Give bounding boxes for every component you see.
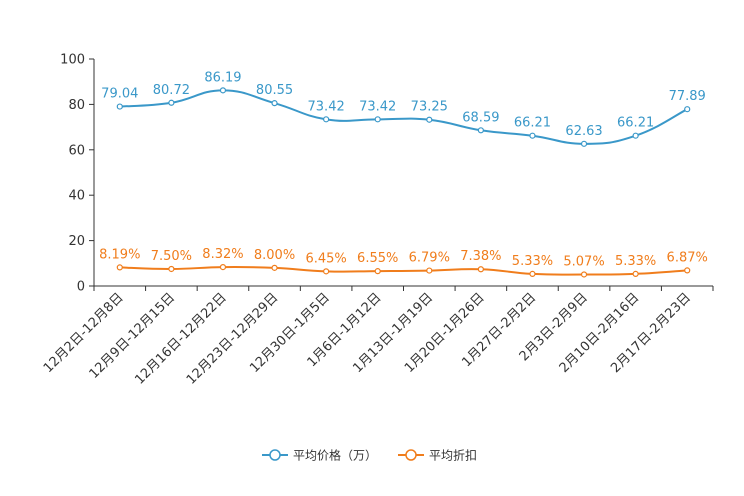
- y-tick-label: 100: [60, 53, 85, 68]
- data-label: 80.72: [153, 83, 190, 98]
- x-axis: 12月2日-12月8日12月9日-12月15日12月16日-12月22日12月2…: [41, 285, 714, 388]
- legend-item[interactable]: 平均价格（万）: [262, 448, 377, 463]
- x-tick-label: 12月16日-12月22日: [132, 290, 229, 387]
- y-tick-label: 60: [68, 143, 85, 158]
- data-label: 73.42: [359, 99, 396, 114]
- data-point[interactable]: [580, 140, 588, 147]
- data-point[interactable]: [477, 127, 484, 134]
- data-label: 5.07%: [563, 254, 604, 269]
- series-layer: 79.04 80.72 86.19 80.55 73.42 73.42 73.25 68.59…: [99, 70, 708, 278]
- legend: 平均价格（万） 平均折扣: [262, 448, 477, 463]
- y-tick-label: 80: [68, 98, 85, 113]
- data-point[interactable]: [323, 268, 330, 275]
- series-line: [119, 265, 688, 276]
- legend-label: 平均价格（万）: [293, 448, 377, 463]
- legend-label: 平均折扣: [429, 448, 477, 463]
- data-point[interactable]: [426, 267, 433, 274]
- y-tick-label: 40: [68, 189, 85, 204]
- data-label: 73.42: [308, 99, 345, 114]
- series-0: 79.04 80.72 86.19 80.55 73.42 73.42 73.25 68.59…: [101, 70, 706, 147]
- y-axis: 0 20 40 60 80 100: [60, 53, 95, 295]
- data-point[interactable]: [219, 264, 227, 271]
- data-point[interactable]: [580, 271, 588, 278]
- data-label: 6.45%: [305, 251, 346, 266]
- data-label: 6.55%: [357, 251, 398, 266]
- data-point[interactable]: [116, 264, 123, 271]
- data-point[interactable]: [168, 99, 175, 106]
- data-label: 80.55: [256, 83, 293, 98]
- x-tick-label: 12月9日-12月15日: [87, 290, 179, 382]
- data-label: 8.19%: [99, 247, 140, 262]
- x-tick-label: 12月23日-12月29日: [184, 290, 281, 387]
- data-point[interactable]: [632, 132, 639, 139]
- data-point[interactable]: [219, 87, 227, 94]
- data-point[interactable]: [271, 100, 278, 107]
- data-label: 7.38%: [460, 249, 501, 264]
- data-label: 8.32%: [202, 247, 243, 262]
- data-label: 62.63: [565, 124, 602, 139]
- legend-item[interactable]: 平均折扣: [398, 448, 477, 463]
- data-point[interactable]: [323, 116, 330, 123]
- data-point[interactable]: [116, 103, 123, 110]
- data-label: 68.59: [462, 110, 499, 125]
- series-line: [119, 89, 688, 145]
- y-tick-label: 20: [68, 234, 85, 249]
- data-point[interactable]: [529, 270, 536, 278]
- data-label: 6.79%: [409, 251, 450, 266]
- data-label: 66.21: [617, 116, 654, 131]
- series-1: 8.19% 7.50% 8.32% 8.00% 6.45% 6.55% 6.79% 7.38%…: [99, 247, 708, 278]
- y-tick-label: 0: [77, 280, 85, 295]
- data-label: 8.00%: [254, 248, 295, 263]
- data-point[interactable]: [684, 106, 691, 113]
- data-label: 5.33%: [615, 254, 656, 269]
- data-label: 5.33%: [512, 254, 553, 269]
- data-point[interactable]: [271, 264, 278, 271]
- data-label: 86.19: [204, 70, 241, 85]
- legend-marker: [269, 449, 281, 461]
- data-point[interactable]: [684, 267, 691, 274]
- data-point[interactable]: [426, 116, 433, 123]
- data-point[interactable]: [374, 268, 381, 275]
- data-label: 77.89: [669, 89, 706, 104]
- data-label: 73.25: [411, 100, 448, 115]
- data-label: 66.21: [514, 116, 551, 131]
- data-point[interactable]: [374, 116, 381, 123]
- legend-marker: [405, 449, 417, 461]
- data-point[interactable]: [632, 270, 639, 278]
- data-label: 6.87%: [667, 250, 708, 265]
- data-label: 7.50%: [151, 249, 192, 264]
- data-label: 79.04: [101, 87, 138, 102]
- data-point[interactable]: [168, 265, 175, 273]
- data-point[interactable]: [477, 266, 484, 273]
- data-point[interactable]: [529, 132, 536, 139]
